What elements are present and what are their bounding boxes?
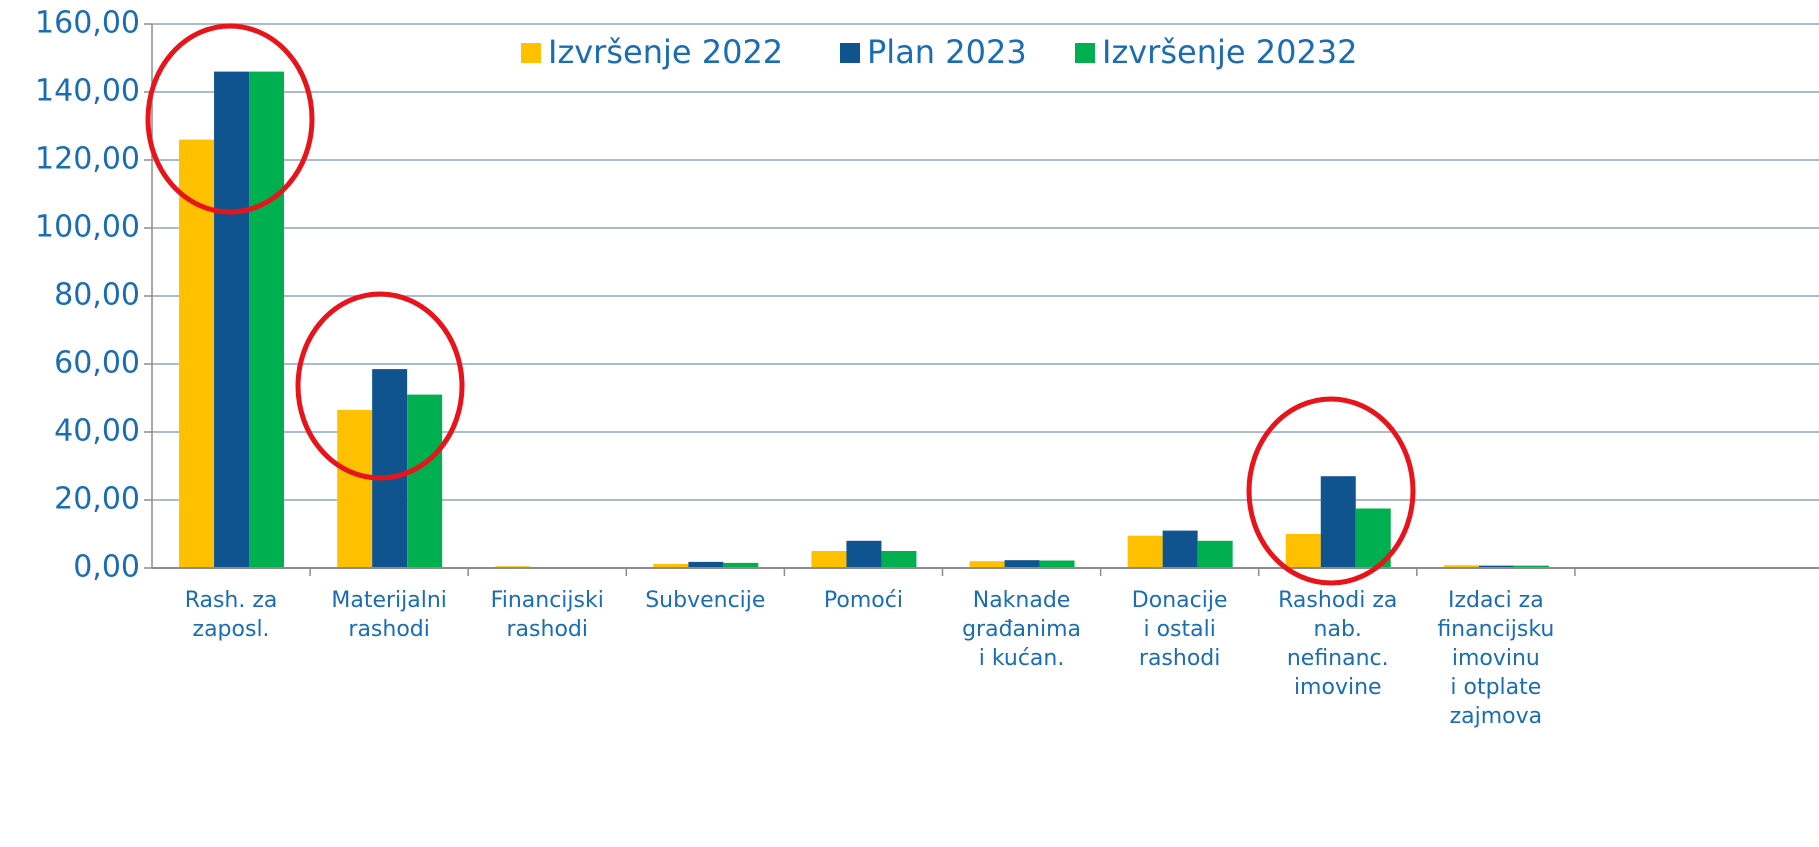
bar bbox=[372, 369, 408, 568]
x-tick-label: nab. bbox=[1314, 617, 1362, 642]
x-tick-label: Pomoći bbox=[824, 588, 903, 613]
x-tick-label: imovine bbox=[1294, 675, 1382, 700]
bar bbox=[969, 561, 1005, 568]
legend-swatch bbox=[840, 43, 860, 63]
bar bbox=[249, 71, 285, 568]
highlight-ellipse bbox=[295, 291, 465, 481]
bar bbox=[1513, 565, 1549, 568]
highlight-ellipse bbox=[1246, 396, 1416, 586]
bar bbox=[1127, 535, 1163, 568]
bar bbox=[1039, 560, 1075, 568]
x-tick-label: Donacije bbox=[1132, 588, 1228, 613]
bar bbox=[214, 71, 250, 568]
bar bbox=[337, 409, 373, 568]
x-tick-label: rashodi bbox=[1139, 646, 1220, 671]
x-tick-label: i kućan. bbox=[979, 646, 1065, 671]
plot-area: 0,00 20,00 40,00 60,00 80,00 100,00 120,00 140,… bbox=[35, 6, 1819, 729]
x-tick-label: nefinanc. bbox=[1287, 646, 1389, 671]
y-tick-label: 120,00 bbox=[35, 142, 140, 177]
legend-label: Izvršenje 20232 bbox=[1102, 33, 1358, 71]
legend-swatch bbox=[521, 43, 541, 63]
y-tick-label: 80,00 bbox=[54, 278, 140, 313]
bar bbox=[846, 540, 882, 568]
x-tick-label: i otplate bbox=[1450, 675, 1541, 700]
annotations bbox=[145, 23, 1416, 586]
highlight-ellipse bbox=[145, 23, 315, 215]
y-tick-label: 20,00 bbox=[54, 482, 140, 517]
y-tick-label: 0,00 bbox=[73, 550, 140, 585]
bar bbox=[688, 561, 724, 568]
x-tick-label: Izdaci za bbox=[1448, 588, 1544, 613]
bar bbox=[811, 551, 847, 568]
x-tick-label: Materijalni bbox=[331, 588, 447, 613]
x-tick-label: Rashodi za bbox=[1278, 588, 1397, 613]
x-tick-label: Subvencije bbox=[645, 588, 765, 613]
bar bbox=[1443, 565, 1479, 568]
bar bbox=[1478, 565, 1514, 568]
bar bbox=[1004, 560, 1040, 568]
x-tick-label: rashodi bbox=[507, 617, 588, 642]
bar bbox=[407, 394, 443, 568]
x-tick-label: građanima bbox=[962, 617, 1081, 642]
y-tick-label: 40,00 bbox=[54, 414, 140, 449]
legend-label: Izvršenje 2022 bbox=[548, 33, 783, 71]
y-tick-label: 100,00 bbox=[35, 210, 140, 245]
x-tick-label: zajmova bbox=[1450, 704, 1543, 729]
bar bbox=[1197, 540, 1233, 568]
bar bbox=[1320, 476, 1356, 568]
bar bbox=[653, 563, 689, 568]
x-tick-label: financijsku bbox=[1437, 617, 1554, 642]
y-tick-label: 160,00 bbox=[35, 6, 140, 41]
x-tick-label: rashodi bbox=[348, 617, 429, 642]
x-tick-label: imovinu bbox=[1452, 646, 1540, 671]
legend-label: Plan 2023 bbox=[867, 33, 1027, 71]
x-tick-label: zaposl. bbox=[193, 617, 270, 642]
x-tick-label: i ostali bbox=[1143, 617, 1215, 642]
x-tick-label: Financijski bbox=[491, 588, 604, 613]
y-tick-label: 140,00 bbox=[35, 74, 140, 109]
bar bbox=[1285, 534, 1321, 568]
x-tick-label: Rash. za bbox=[185, 588, 278, 613]
bar bbox=[881, 551, 917, 568]
bar bbox=[723, 562, 759, 568]
y-tick-label: 60,00 bbox=[54, 346, 140, 381]
legend-swatch bbox=[1075, 43, 1095, 63]
bar bbox=[1162, 530, 1198, 568]
x-tick-label: Naknade bbox=[973, 588, 1071, 613]
